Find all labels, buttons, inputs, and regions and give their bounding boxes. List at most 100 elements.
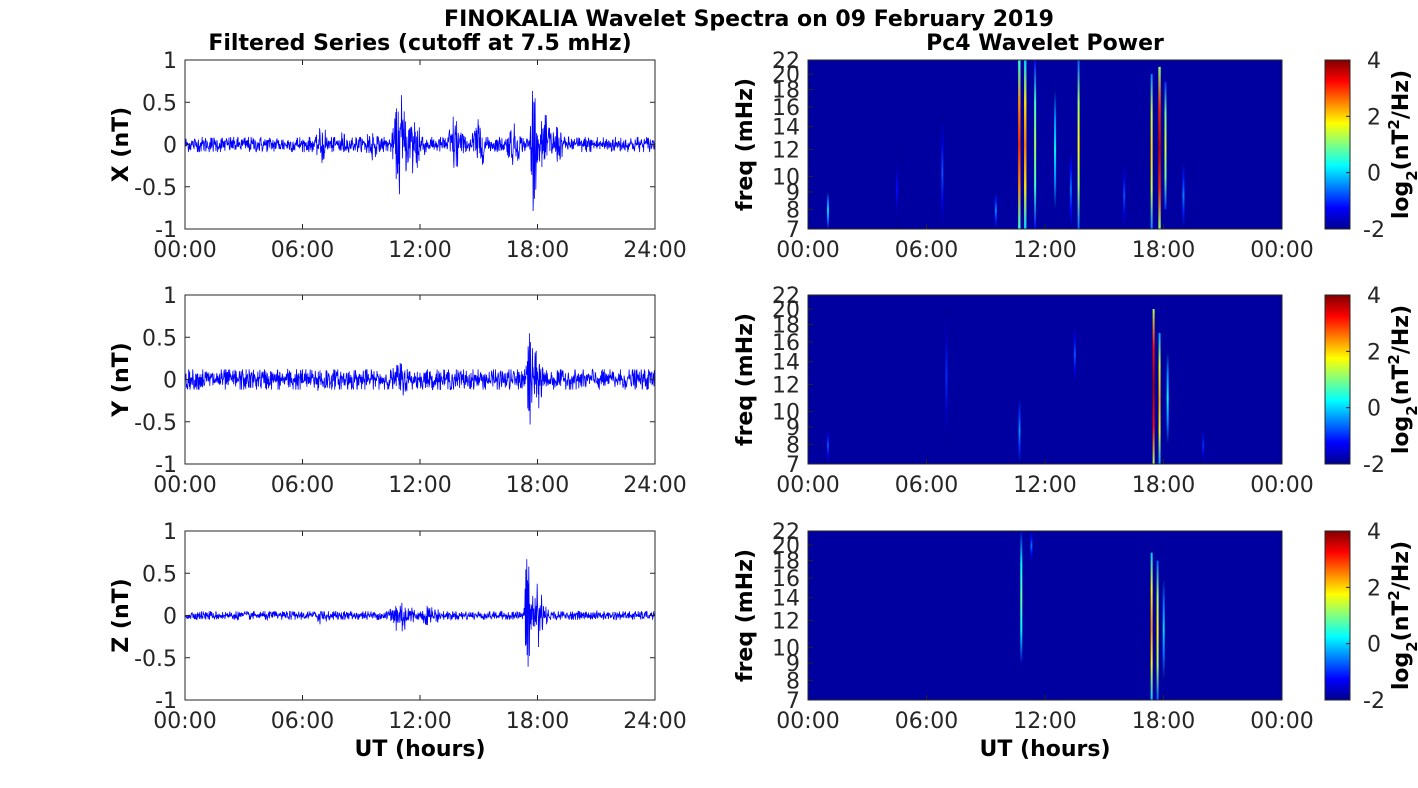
power-streak — [994, 191, 997, 229]
power-streak — [1030, 531, 1033, 561]
colorbar: -2 0 2 4log2(nT2/Hz) — [1324, 284, 1418, 478]
y-tick-label: 7 — [786, 453, 800, 478]
colorbar-tick-label: 0 — [1367, 162, 1381, 187]
panels: 10.50-0.5-100:00 06:00 12:00 18:00 24:00X (n… — [109, 49, 1418, 762]
power-streak — [941, 116, 944, 229]
x-tick-label: 18:00 — [506, 709, 569, 734]
x-tick-label: 00:00 — [776, 709, 839, 734]
colorbar-tick-label: 4 — [1367, 284, 1381, 309]
y-tick-label: 16 — [772, 96, 800, 121]
x-tick-label: 00:00 — [1250, 473, 1313, 498]
y-tick-label: 22 — [772, 284, 800, 309]
y-tick-label: 12 — [772, 373, 800, 398]
power-streak — [896, 149, 899, 229]
colorbar-tick-label: 4 — [1367, 49, 1381, 74]
y-tick-label: 9 — [786, 652, 800, 677]
colorbar-tick-label: 4 — [1367, 520, 1381, 545]
power-streak — [1018, 60, 1021, 229]
y-tick-label: 14 — [772, 351, 800, 376]
power-streak — [1162, 577, 1165, 681]
y-axis-label: freq (mHz) — [733, 549, 758, 682]
power-streak — [1034, 60, 1037, 229]
x-tick-label: 18:00 — [1132, 709, 1195, 734]
y-tick-label: -0.5 — [134, 176, 177, 201]
power-streak — [1150, 74, 1153, 229]
y-tick-label: 0.5 — [142, 562, 177, 587]
x-tick-label: 06:00 — [271, 473, 334, 498]
y-tick-label: 10 — [772, 636, 800, 661]
colorbar-tick-label: 2 — [1367, 576, 1381, 601]
colorbar-tick-label: 2 — [1367, 105, 1381, 130]
power-streak — [1182, 162, 1185, 229]
power-streak — [1018, 397, 1021, 464]
y-tick-label: 18 — [772, 550, 800, 575]
power-streak — [1073, 324, 1076, 385]
y-tick-label: 9 — [786, 181, 800, 206]
power-streak — [1156, 560, 1159, 700]
x-tick-label: 12:00 — [388, 238, 451, 263]
colorbar: -2 0 2 4log2(nT2/Hz) — [1324, 49, 1418, 243]
left-column-title: Filtered Series (cutoff at 7.5 mHz) — [208, 31, 631, 56]
series-panel-z: 1 0.5 0 -0.5 -100:00 06:00 12:00 18:00 24:00 Z (n… — [109, 520, 687, 762]
power-streak — [1077, 60, 1080, 229]
y-tick-label: 9 — [786, 416, 800, 441]
x-tick-label: 00:00 — [776, 238, 839, 263]
colorbar-tick-label: 0 — [1367, 633, 1381, 658]
power-streak — [1158, 66, 1161, 229]
x-tick-label: 12:00 — [1013, 709, 1076, 734]
x-tick-label: 12:00 — [1013, 238, 1076, 263]
x-tick-label: 24:00 — [623, 473, 686, 498]
x-tick-label: 12:00 — [388, 473, 451, 498]
y-tick-label: 0 — [163, 605, 177, 630]
colorbar-box — [1324, 294, 1351, 465]
series-panel-y: 1 0.5 0 -0.5 -100:00 06:00 12:00 18:00 24:00 Y (n… — [109, 284, 687, 498]
y-tick-label: 20 — [772, 534, 800, 559]
x-tick-label: 06:00 — [895, 238, 958, 263]
y-tick-label: 22 — [772, 520, 800, 545]
y-axis-label: Z (nT) — [109, 578, 134, 652]
power-streak — [1202, 426, 1205, 464]
colorbar-tick-label: 0 — [1367, 397, 1381, 422]
y-axis-label: X (nT) — [109, 107, 134, 182]
x-tick-label: 00:00 — [153, 473, 216, 498]
x-tick-label: 18:00 — [1132, 473, 1195, 498]
colorbar-tick-label: -2 — [1363, 689, 1385, 714]
colorbar-label: log2(nT2/Hz) — [1385, 541, 1418, 690]
power-streak — [1020, 531, 1023, 663]
y-tick-label: 16 — [772, 331, 800, 356]
x-tick-label: 00:00 — [1250, 709, 1313, 734]
series-panel-x: 1 0.5 0 -0.5 -100:00 06:00 12:00 18:00 24:00 X (n… — [109, 49, 687, 263]
y-tick-label: 0 — [163, 134, 177, 159]
x-tick-label: 18:00 — [506, 238, 569, 263]
colorbar-box — [1324, 59, 1351, 230]
power-streak — [826, 191, 829, 229]
y-tick-label: 12 — [772, 609, 800, 634]
y-tick-label: 10 — [772, 165, 800, 190]
colorbar-gradient — [1325, 60, 1350, 229]
y-tick-label: 7 — [786, 689, 800, 714]
x-tick-label: 00:00 — [776, 473, 839, 498]
colorbar-tick-label: -2 — [1363, 453, 1385, 478]
y-tick-label: 10 — [772, 400, 800, 425]
x-tick-label: 24:00 — [623, 238, 686, 263]
x-tick-label: 12:00 — [1013, 473, 1076, 498]
colorbar-label: log2(nT2/Hz) — [1385, 70, 1418, 219]
series-line-y — [185, 333, 655, 425]
y-tick-label: -1 — [155, 689, 177, 714]
power-streak — [1024, 60, 1027, 229]
y-tick-label: 20 — [772, 298, 800, 323]
series-line-z — [185, 559, 655, 667]
power-streak — [1166, 351, 1169, 445]
x-tick-label: 18:00 — [506, 473, 569, 498]
y-tick-label: 8 — [786, 669, 800, 694]
power-streak — [826, 426, 829, 464]
x-tick-label: 18:00 — [1132, 238, 1195, 263]
colorbar-gradient — [1325, 531, 1350, 700]
power-streak — [945, 309, 948, 445]
power-streak — [1123, 162, 1126, 229]
y-tick-label: 18 — [772, 314, 800, 339]
y-tick-label: 14 — [772, 587, 800, 612]
